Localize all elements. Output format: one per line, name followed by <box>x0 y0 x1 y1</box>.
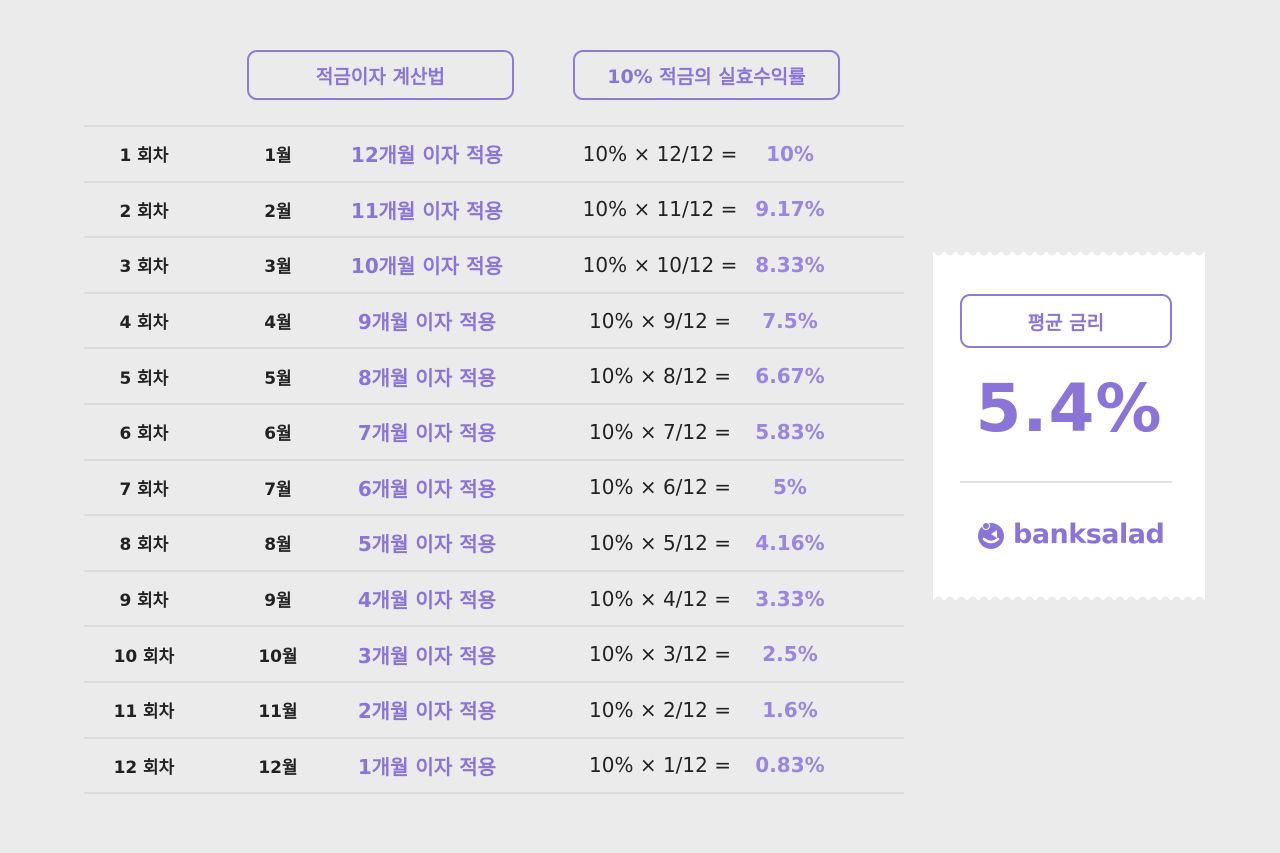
formula-cell: 10% × 3/12 = <box>589 642 731 667</box>
month-cell: 3월 <box>264 257 292 278</box>
result-cell: 10% <box>766 141 814 166</box>
round-cell: 2 회차 <box>119 201 169 222</box>
result-cell: 8.33% <box>755 252 825 277</box>
banksalad-logo-icon <box>978 522 1004 549</box>
apply-cell: 4개월 이자 적용 <box>357 588 497 613</box>
table-row: 12 회차 12월 1개월 이자 적용 10% × 1/12 = 0.83% <box>84 736 904 795</box>
formula-cell: 10% × 8/12 = <box>589 364 731 389</box>
formula-cell: 10% × 2/12 = <box>589 697 731 722</box>
month-cell: 8월 <box>264 535 292 556</box>
round-cell: 12 회차 <box>113 757 175 778</box>
apply-cell: 9개월 이자 적용 <box>357 310 497 335</box>
month-cell: 2월 <box>264 201 292 222</box>
result-cell: 9.17% <box>755 197 825 222</box>
table-row: 1 회차 1월 12개월 이자 적용 10% × 12/12 = 10% <box>84 125 904 181</box>
result-cell: 5% <box>773 475 807 500</box>
month-cell: 7월 <box>264 479 292 500</box>
formula-cell: 10% × 11/12 = <box>582 197 738 222</box>
brand-logo: banksalad <box>975 518 1165 550</box>
result-cell: 0.83% <box>755 753 825 778</box>
apply-cell: 7개월 이자 적용 <box>357 421 497 446</box>
result-cell: 3.33% <box>755 586 825 611</box>
average-rate-label: 평균 금리 <box>960 294 1172 348</box>
formula-cell: 10% × 7/12 = <box>589 419 731 444</box>
apply-cell: 10개월 이자 적용 <box>350 254 504 279</box>
month-cell: 5월 <box>264 368 292 389</box>
average-rate-value: 5.4% <box>975 370 1163 447</box>
table-row: 9 회차 9월 4개월 이자 적용 10% × 4/12 = 3.33% <box>84 569 904 626</box>
formula-cell: 10% × 9/12 = <box>589 308 731 333</box>
result-cell: 1.6% <box>762 697 818 722</box>
month-cell: 1월 <box>264 146 292 167</box>
table-row: 4 회차 4월 9개월 이자 적용 10% × 9/12 = 7.5% <box>84 291 904 348</box>
month-cell: 9월 <box>264 591 292 612</box>
result-cell: 5.83% <box>755 419 825 444</box>
month-cell: 6월 <box>264 424 292 445</box>
month-cell: 12월 <box>258 757 298 778</box>
calc-method-header: 적금이자 계산법 <box>247 50 514 100</box>
apply-cell: 11개월 이자 적용 <box>350 198 504 223</box>
round-cell: 8 회차 <box>119 535 169 556</box>
table-row: 3 회차 3월 10개월 이자 적용 10% × 10/12 = 8.33% <box>84 236 904 292</box>
result-cell: 2.5% <box>762 642 818 667</box>
interest-table: 1 회차 1월 12개월 이자 적용 10% × 12/12 = 10% 2 회차 2월 11… <box>84 125 904 795</box>
result-cell: 4.16% <box>755 530 825 555</box>
formula-cell: 10% × 4/12 = <box>589 586 731 611</box>
round-cell: 5 회차 <box>119 368 169 389</box>
table-row: 6 회차 6월 7개월 이자 적용 10% × 7/12 = 5.83% <box>84 402 904 459</box>
round-cell: 3 회차 <box>119 257 169 278</box>
table-row: 10 회차 10월 3개월 이자 적용 10% × 3/12 = 2.5% <box>84 625 904 681</box>
formula-cell: 10% × 12/12 = <box>582 141 738 166</box>
formula-cell: 10% × 10/12 = <box>582 252 738 277</box>
apply-cell: 12개월 이자 적용 <box>350 143 504 168</box>
apply-cell: 8개월 이자 적용 <box>357 365 497 390</box>
table-row: 2 회차 2월 11개월 이자 적용 10% × 11/12 = 9.17% <box>84 180 904 237</box>
round-cell: 10 회차 <box>113 646 175 667</box>
round-cell: 1 회차 <box>119 146 169 167</box>
apply-cell: 1개월 이자 적용 <box>357 754 497 779</box>
apply-cell: 6개월 이자 적용 <box>357 476 497 501</box>
effective-yield-header: 10% 적금의 실효수익률 <box>573 50 840 100</box>
table-row: 7 회차 7월 6개월 이자 적용 10% × 6/12 = 5% <box>84 458 904 515</box>
result-cell: 7.5% <box>762 308 818 333</box>
apply-cell: 2개월 이자 적용 <box>357 699 497 724</box>
round-cell: 9 회차 <box>119 591 169 612</box>
table-row: 5 회차 5월 8개월 이자 적용 10% × 8/12 = 6.67% <box>84 347 904 403</box>
receipt-bottom-edge <box>934 596 1204 601</box>
round-cell: 4 회차 <box>119 313 169 334</box>
table-row: 8 회차 8월 5개월 이자 적용 10% × 5/12 = 4.16% <box>84 514 904 570</box>
result-cell: 6.67% <box>755 364 825 389</box>
month-cell: 11월 <box>258 702 298 723</box>
round-cell: 11 회차 <box>113 702 175 723</box>
receipt-divider <box>960 481 1172 483</box>
month-cell: 4월 <box>264 313 292 334</box>
formula-cell: 10% × 1/12 = <box>589 753 731 778</box>
formula-cell: 10% × 5/12 = <box>589 530 731 555</box>
table-row: 11 회차 11월 2개월 이자 적용 10% × 2/12 = 1.6% <box>84 680 904 737</box>
month-cell: 10월 <box>258 646 298 667</box>
round-cell: 7 회차 <box>119 479 169 500</box>
receipt-top-edge <box>934 251 1204 256</box>
average-rate-receipt: 평균 금리 5.4% banksalad <box>933 251 1205 601</box>
apply-cell: 3개월 이자 적용 <box>357 643 497 668</box>
apply-cell: 5개월 이자 적용 <box>357 532 497 557</box>
round-cell: 6 회차 <box>119 424 169 445</box>
brand-name: banksalad <box>1013 518 1165 550</box>
formula-cell: 10% × 6/12 = <box>589 475 731 500</box>
